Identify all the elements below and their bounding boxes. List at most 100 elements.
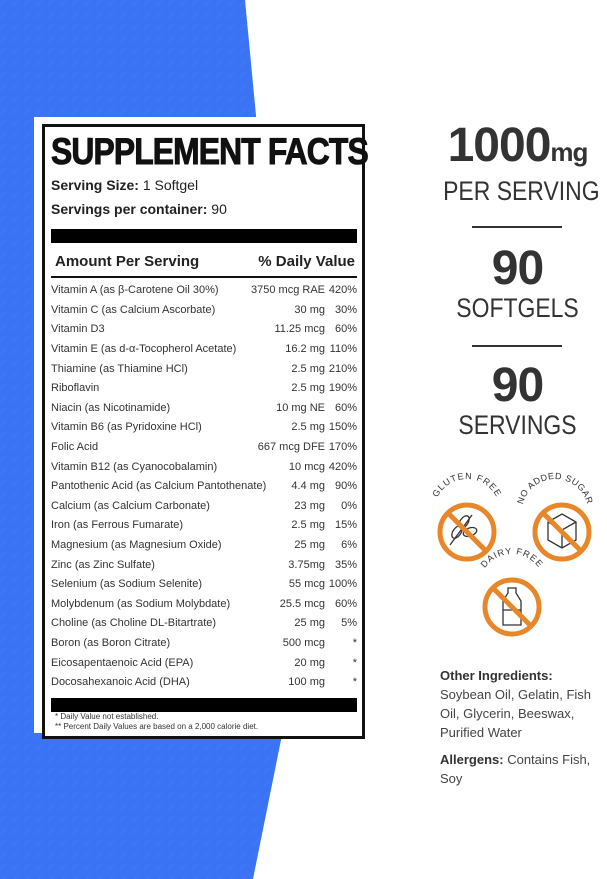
table-row: Selenium (as Sodium Selenite) 55 mcg 100%: [51, 575, 357, 595]
servings-per-container: Servings per container: 90: [51, 201, 227, 217]
stat-softgels: 90 SOFTGELS: [456, 242, 579, 324]
daily-value: 420%: [328, 460, 357, 473]
table-row: Magnesium (as Magnesium Oxide) 25 mg 6%: [51, 536, 357, 556]
nutrient-name: Zinc (as Zinc Sulfate): [51, 558, 155, 571]
table-row: Choline (as Choline DL-Bitartrate) 25 mg 5…: [51, 614, 357, 634]
svg-text:GLUTEN FREE: GLUTEN FREE: [430, 471, 503, 499]
nutrient-amount: 25 mg: [294, 617, 325, 630]
footnote: ** Percent Daily Values are based on a 2…: [55, 722, 259, 732]
stat-per-serving: 1000mg PER SERVING: [443, 119, 600, 207]
product-info: Other Ingredients: Soybean Oil, Gelatin,…: [440, 666, 607, 788]
table-row: Pantothenic Acid (as Calcium Pantothenat…: [51, 477, 357, 497]
other-ingredients: Other Ingredients: Soybean Oil, Gelatin,…: [440, 668, 592, 740]
daily-value: 60%: [334, 323, 357, 336]
badges: GLUTEN FREE NO ADDED SUGAR DAIRY FREE: [430, 471, 595, 637]
nutrient-amount: 100 mg: [288, 676, 325, 689]
nutrient-name: Magnesium (as Magnesium Oxide): [51, 539, 222, 552]
nutrient-name: Vitamin D3: [51, 323, 105, 336]
gluten-free-badge: GLUTEN FREE: [430, 471, 503, 562]
nutrient-name: Selenium (as Sodium Selenite): [51, 578, 203, 591]
nutrient-amount: 10 mcg: [288, 460, 325, 473]
daily-value: 190%: [328, 382, 357, 395]
daily-value: 6%: [341, 539, 357, 552]
nutrient-amount: 30 mg: [294, 303, 325, 316]
daily-value: *: [352, 676, 357, 689]
nutrient-name: Thiamine (as Thiamine HCl): [51, 362, 188, 375]
daily-value: 90%: [334, 480, 357, 493]
nutrient-amount: 2.5 mg: [291, 382, 325, 395]
nutrient-name: Riboflavin: [51, 382, 100, 395]
table-row: Thiamine (as Thiamine HCl) 2.5 mg 210%: [51, 359, 357, 379]
daily-value: *: [352, 656, 357, 669]
nutrient-name: Vitamin B6 (as Pyridoxine HCl): [51, 421, 202, 434]
nutrient-amount: 500 mcg: [282, 636, 325, 649]
nutrient-name: Vitamin A (as β-Carotene Oil 30%): [51, 284, 219, 297]
svg-text:NO ADDED SUGAR: NO ADDED SUGAR: [515, 471, 595, 505]
nutrient-amount: 2.5 mg: [291, 421, 325, 434]
daily-value: 60%: [334, 597, 357, 610]
daily-value: 60%: [334, 401, 357, 414]
table-row: Vitamin E (as d-α-Tocopherol Acetate) 16.…: [51, 340, 357, 360]
table-row: Niacin (as Nicotinamide) 10 mg NE 60%: [51, 399, 357, 419]
nutrient-table: Vitamin A (as β-Carotene Oil 30%) 3750 mc…: [51, 281, 357, 692]
nutrient-name: Niacin (as Nicotinamide): [51, 401, 171, 414]
daily-value: *: [352, 636, 357, 649]
nutrient-name: Calcium (as Calcium Carbonate): [51, 499, 210, 512]
nutrient-name: Vitamin C (as Calcium Ascorbate): [51, 303, 216, 316]
daily-value: 30%: [334, 303, 357, 316]
label-title: SUPPLEMENT FACTS: [51, 131, 370, 172]
divider: [472, 345, 562, 347]
nutrient-name: Eicosapentaenoic Acid (EPA): [51, 656, 194, 669]
divider: [472, 226, 562, 228]
nutrient-name: Docosahexanoic Acid (DHA): [51, 676, 190, 689]
divider-bar: [51, 229, 357, 243]
nutrient-name: Choline (as Choline DL-Bitartrate): [51, 617, 217, 630]
nutrient-name: Iron (as Ferrous Fumarate): [51, 519, 184, 532]
daily-value: 15%: [334, 519, 357, 532]
table-header: Amount Per Serving% Daily Value: [51, 249, 357, 278]
table-row: Docosahexanoic Acid (DHA) 100 mg *: [51, 673, 357, 693]
table-row: Vitamin D3 11.25 mcg 60%: [51, 320, 357, 340]
nutrient-amount: 4.4 mg: [291, 480, 325, 493]
daily-value: 110%: [329, 343, 357, 356]
table-row: Zinc (as Zinc Sulfate) 3.75mg 35%: [51, 555, 357, 575]
nutrient-amount: 3.75mg: [288, 558, 325, 571]
daily-value: 5%: [341, 617, 357, 630]
serving-size: Serving Size: 1 Softgel: [51, 177, 199, 193]
nutrient-amount: 55 mcg: [288, 578, 325, 591]
nutrient-amount: 667 mcg DFE: [257, 441, 325, 454]
nutrient-amount: 23 mg: [294, 499, 325, 512]
daily-value: 100%: [328, 578, 357, 591]
nutrient-name: Vitamin E (as d-α-Tocopherol Acetate): [51, 343, 237, 356]
nutrient-name: Boron (as Boron Citrate): [51, 636, 171, 649]
table-row: Boron (as Boron Citrate) 500 mcg *: [51, 634, 357, 654]
stat-servings: 90 SERVINGS: [458, 359, 577, 441]
no-added-sugar-badge: NO ADDED SUGAR: [515, 471, 595, 562]
daily-value: 35%: [334, 558, 357, 571]
nutrient-name: Folic Acid: [51, 441, 99, 454]
nutrient-amount: 16.2 mg: [285, 343, 325, 356]
nutrient-amount: 2.5 mg: [291, 519, 325, 532]
daily-value: 0%: [341, 499, 357, 512]
nutrient-amount: 25.5 mcg: [279, 597, 325, 610]
table-row: Vitamin B6 (as Pyridoxine HCl) 2.5 mg 150%: [51, 418, 357, 438]
table-row: Molybdenum (as Sodium Molybdate) 25.5 mcg…: [51, 595, 357, 615]
table-row: Eicosapentaenoic Acid (EPA) 20 mg *: [51, 653, 357, 673]
footnote: * Daily Value not established.: [55, 712, 159, 722]
nutrient-name: Pantothenic Acid (as Calcium Pantothenat…: [51, 480, 267, 493]
divider-bar: [51, 698, 357, 713]
dairy-free-badge: DAIRY FREE: [479, 546, 544, 637]
table-row: Vitamin B12 (as Cyanocobalamin) 10 mcg 420…: [51, 457, 357, 477]
daily-value: 150%: [328, 421, 357, 434]
table-row: Vitamin C (as Calcium Ascorbate) 30 mg 30%: [51, 301, 357, 321]
nutrient-amount: 25 mg: [294, 539, 325, 552]
table-row: Vitamin A (as β-Carotene Oil 30%) 3750 mc…: [51, 281, 357, 301]
nutrient-amount: 20 mg: [294, 656, 325, 669]
nutrient-amount: 3750 mcg RAE: [251, 284, 325, 297]
nutrient-name: Vitamin B12 (as Cyanocobalamin): [51, 460, 218, 473]
table-row: Folic Acid 667 mcg DFE 170%: [51, 438, 357, 458]
supplement-facts-label: SUPPLEMENT FACTS Serving Size: 1 Softgel…: [42, 124, 370, 740]
table-row: Calcium (as Calcium Carbonate) 23 mg 0%: [51, 497, 357, 517]
daily-value: 170%: [328, 441, 357, 454]
nutrient-name: Molybdenum (as Sodium Molybdate): [51, 597, 231, 610]
